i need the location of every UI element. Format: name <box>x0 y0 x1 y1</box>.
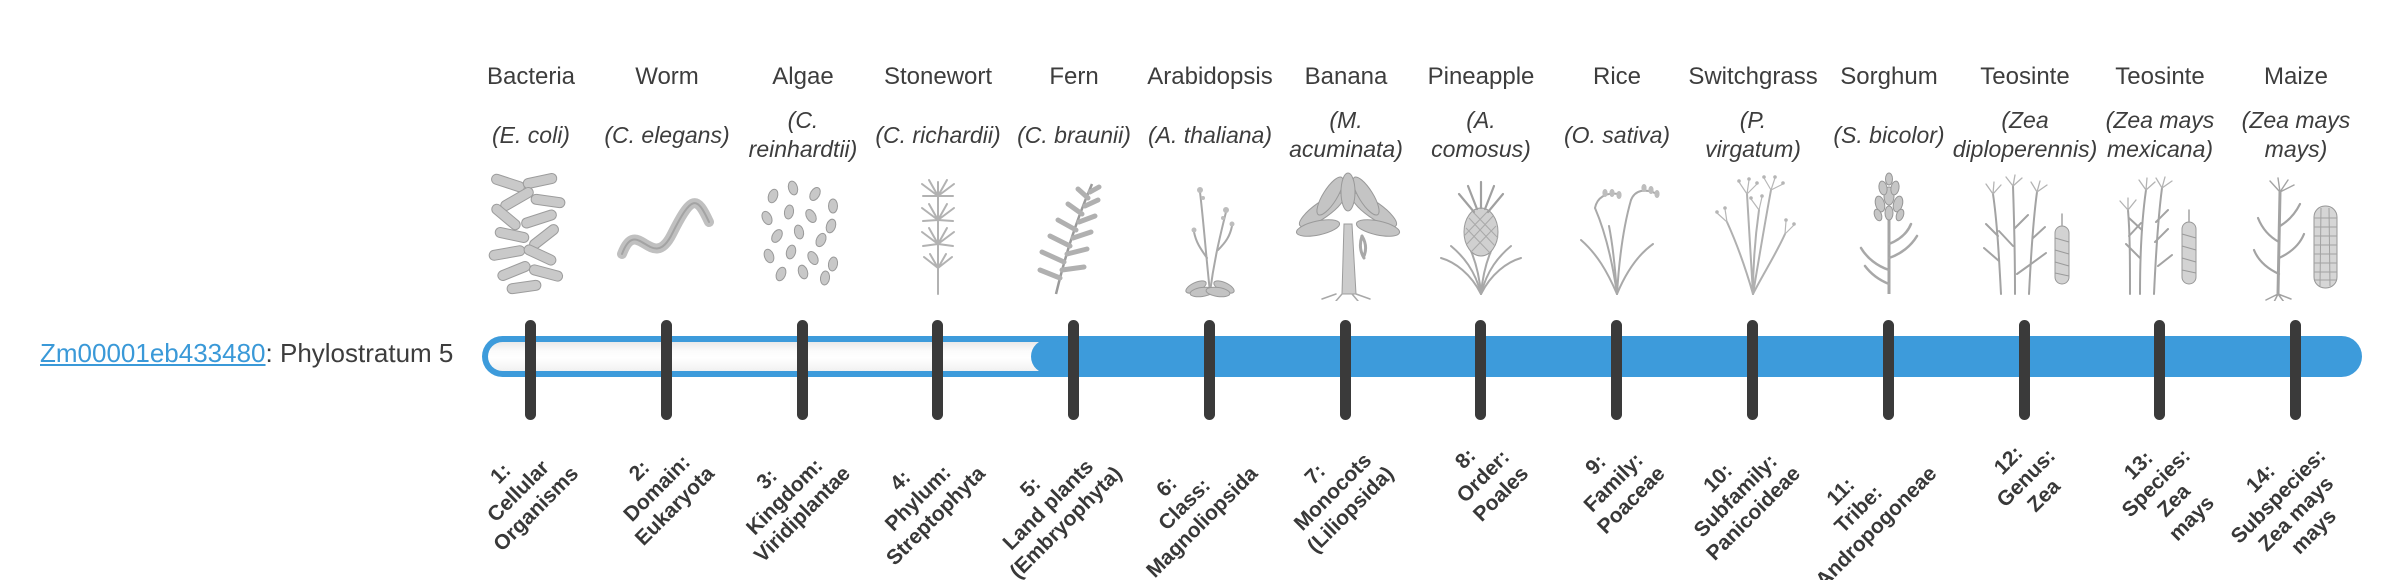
stratum-label: 6: Class: Magnoliopsida <box>1142 462 1263 580</box>
banana-illustration <box>1276 166 1416 301</box>
stratum-column-9: Rice (O. sativa) 9: Family: <box>1532 0 1702 580</box>
phylostratum-tick <box>2154 320 2165 420</box>
phylostratum-tick <box>1204 320 1215 420</box>
stonewort-illustration <box>868 166 1008 301</box>
gene-link[interactable]: Zm00001eb433480 <box>40 338 266 368</box>
organism-name: Rice <box>1592 63 1641 90</box>
organism-scientific-name: (A. thaliana) <box>1147 121 1272 148</box>
organism-name: Sorghum <box>1840 63 1938 90</box>
stratum-column-14: Maize (Zea mays mays) 14: Subspecies: Ze… <box>2211 0 2381 580</box>
organism-scientific-name: (C. reinhardtii) <box>748 107 858 162</box>
stratum-label: 8: Order: Poales <box>1451 444 1534 527</box>
stratum-label: 2: Domain: Eukaryota <box>619 450 720 551</box>
organism-name: Maize <box>2263 63 2329 90</box>
organism-name: Arabidopsis <box>1147 63 1273 90</box>
phylostratum-tick <box>1747 320 1758 420</box>
organism-scientific-name: (A. comosus) <box>1431 107 1531 162</box>
organism-name: Bacteria <box>486 63 576 90</box>
phylostratum-tick <box>1068 320 1079 420</box>
stratum-label: 7: Monocots (Liliopsida) <box>1289 448 1399 558</box>
stratum-column-5: Fern (C. braunii) 5: Land plants (Embryo… <box>989 0 1159 580</box>
stratum-column-12: Teosinte (Zea diploperennis) <box>1940 0 2110 580</box>
phylostratum-bar-fill-start-cap <box>1031 339 1067 374</box>
phylostratum-tick <box>797 320 808 420</box>
organism-name: Stonewort <box>883 63 993 90</box>
organism-name: Pineapple <box>1427 63 1535 90</box>
organism-name: Fern <box>1049 63 1099 90</box>
stratum-column-13: Teosinte (Zea mays mexicana) <box>2075 0 2245 580</box>
phylostratum-tick <box>932 320 943 420</box>
stratum-column-1: Bacteria (E. coli) <box>446 0 616 580</box>
organism-scientific-name: (C. braunii) <box>1017 121 1131 148</box>
organism-scientific-name: (E. coli) <box>492 121 570 148</box>
organism-name: Algae <box>772 63 834 90</box>
stratum-column-10: Switchgrass (P. virgatum) <box>1668 0 1838 580</box>
stratum-label: 9: Family: Poaceae <box>1579 448 1670 539</box>
stratum-column-11: Sorghum (S. bicolor) <box>1804 0 1974 580</box>
phylostratum-tick <box>525 320 536 420</box>
stratum-column-6: Arabidopsis (A. thaliana) <box>1125 0 1295 580</box>
teosinte-illustration <box>1955 166 2095 301</box>
algae-illustration <box>733 166 873 301</box>
organism-scientific-name: (C. elegans) <box>604 121 730 148</box>
organism-scientific-name: (P. virgatum) <box>1705 107 1801 162</box>
organism-scientific-name: (O. sativa) <box>1563 121 1671 148</box>
phylostratum-tick <box>1340 320 1351 420</box>
stratum-label: 12: Genus: Zea <box>1989 441 2065 517</box>
organism-scientific-name: (C. richardii) <box>875 121 1001 148</box>
organism-name: Teosinte <box>2115 63 2205 90</box>
phylostratum-bar <box>482 336 2362 377</box>
bacteria-illustration <box>461 166 601 301</box>
organism-name: Teosinte <box>1980 63 2070 90</box>
phylostratum-bar-track-unfilled <box>488 342 1056 371</box>
stratum-column-4: Stonewort (C. richardii) 4: Phylum: Stre… <box>853 0 1023 580</box>
teosinte-illustration <box>2090 166 2230 301</box>
phylostratum-tick <box>2019 320 2030 420</box>
rice-illustration <box>1547 166 1687 301</box>
organism-name: Banana <box>1304 63 1388 90</box>
arabidopsis-illustration <box>1140 166 1280 301</box>
organism-scientific-name: (Zea mays mexicana) <box>2105 107 2215 162</box>
switchgrass-illustration <box>1683 166 1823 301</box>
gene-label: Zm00001eb433480: Phylostratum 5 <box>40 338 453 368</box>
stratum-column-2: Worm (C. elegans) 2: Domain: Eukaryota <box>582 0 752 580</box>
phylostratum-tick <box>1611 320 1622 420</box>
stratum-label: 14: Subspecies: Zea mays mays <box>2226 444 2342 559</box>
stratum-column-3: Algae (C. reinhardtii) <box>718 0 888 580</box>
phylostratum-tick <box>1475 320 1486 420</box>
organism-name: Worm <box>635 63 699 90</box>
stratum-column-8: Pineapple (A. comosus) 8: Order: Poales <box>1396 0 1566 580</box>
phylostratum-tick <box>1883 320 1894 420</box>
stratum-label: 4: Phylum: Streptophyta <box>881 460 991 570</box>
worm-illustration <box>597 166 737 301</box>
maize-illustration <box>2226 166 2366 301</box>
organism-scientific-name: (Zea diploperennis) <box>1952 107 2098 162</box>
gene-phylostratum-text: : Phylostratum 5 <box>265 338 454 368</box>
organism-name: Switchgrass <box>1688 63 1818 90</box>
organism-scientific-name: (S. bicolor) <box>1833 121 1945 148</box>
fern-illustration <box>1004 166 1144 301</box>
stratum-column-7: Banana (M. acuminata) 7: Monocots (Lilio… <box>1261 0 1431 580</box>
sorghum-illustration <box>1819 166 1959 301</box>
phylostratum-tick <box>2290 320 2301 420</box>
phylostratum-tick <box>661 320 672 420</box>
stratum-label: 1: Cellular Organisms <box>483 455 584 556</box>
organism-scientific-name: (M. acuminata) <box>1289 107 1403 162</box>
organism-scientific-name: (Zea mays mays) <box>2241 107 2351 162</box>
pineapple-illustration <box>1411 166 1551 301</box>
stratum-label: 5: Land plants (Embryophyta) <box>998 455 1127 580</box>
stratum-label: 3: Kingdom: Viridiplantae <box>742 454 856 568</box>
